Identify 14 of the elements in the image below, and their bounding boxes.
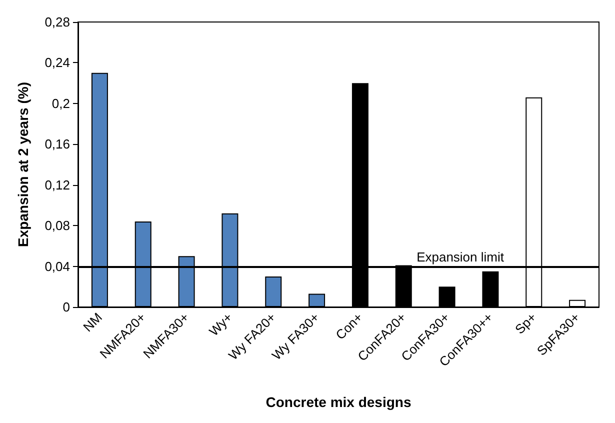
y-tick-label: 0: [62, 300, 70, 314]
x-tick-label: Wy+: [206, 310, 236, 339]
ref-line-label: Expansion limit: [416, 249, 504, 264]
x-tick-label: Sp+: [512, 310, 540, 337]
y-tick-label: 0,2: [52, 96, 70, 111]
y-tick-label: 0,08: [44, 218, 70, 234]
y-tick-label: 0,28: [44, 14, 70, 30]
y-tick-label: 0,16: [44, 136, 70, 152]
y-axis-title: Expansion at 2 years (%): [15, 82, 31, 247]
y-tick-label: 0,04: [44, 258, 70, 274]
x-tick-label: NM: [80, 310, 106, 335]
x-axis-title: Concrete mix designs: [266, 394, 412, 410]
y-tick-label: 0,24: [44, 55, 70, 70]
y-tick-label: 0,12: [44, 177, 70, 192]
